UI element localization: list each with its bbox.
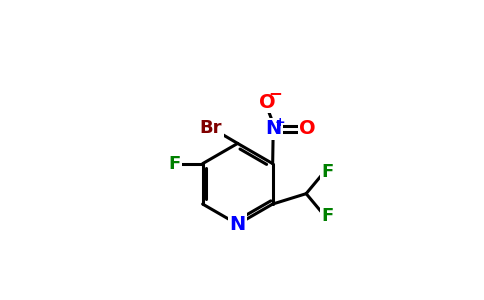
Text: F: F [321, 207, 334, 225]
Text: O: O [259, 93, 276, 112]
Text: F: F [321, 163, 334, 181]
Text: F: F [168, 154, 181, 172]
Text: +: + [275, 116, 286, 129]
Text: Br: Br [200, 119, 222, 137]
Text: O: O [300, 119, 316, 139]
Text: N: N [229, 215, 246, 234]
Text: −: − [268, 84, 282, 102]
Text: N: N [265, 119, 281, 139]
